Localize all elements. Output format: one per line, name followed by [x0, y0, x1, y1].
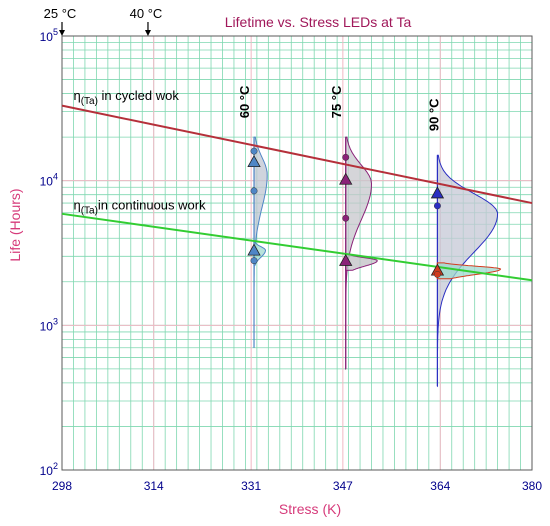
point-triangle: [430, 186, 445, 199]
series-label-sub: (Ta): [81, 96, 98, 107]
point-triangle: [339, 253, 353, 266]
series-label-eta: η: [73, 198, 80, 213]
series-label-eta: η: [73, 88, 80, 103]
y-tick-label: 104: [40, 172, 58, 189]
x-tick-label: 314: [144, 479, 164, 493]
chart-labels: Lifetime vs. Stress LEDs at Ta Stress (K…: [7, 6, 441, 517]
y-tick-mantissa: 10: [40, 30, 54, 44]
series-label: η(Ta)in continuous work: [73, 198, 206, 217]
top-marker-label: 40 °C: [130, 6, 163, 21]
point-circle: [250, 257, 258, 265]
data-points: [247, 147, 445, 278]
series-label-text: in continuous work: [98, 198, 206, 213]
point-circle: [250, 187, 258, 195]
y-tick-exponent: 5: [53, 27, 58, 37]
y-tick-label: 105: [40, 27, 58, 44]
point-triangle: [247, 154, 261, 168]
y-tick-exponent: 2: [53, 461, 58, 471]
y-tick-mantissa: 10: [40, 319, 54, 333]
point-circle: [342, 153, 350, 161]
point-circle: [250, 147, 258, 155]
x-tick-label: 364: [430, 479, 450, 493]
chart-title: Lifetime vs. Stress LEDs at Ta: [225, 14, 412, 30]
series-line: [61, 212, 533, 282]
temperature-label: 90 °C: [426, 98, 441, 131]
point-triangle: [339, 172, 353, 185]
y-tick-exponent: 3: [53, 316, 58, 326]
x-tick-label: 347: [333, 479, 353, 493]
series-line: [61, 104, 533, 205]
top-marker-arrow-head: [144, 30, 151, 36]
series-label-text: in cycled wok: [98, 88, 179, 103]
x-tick-label: 298: [52, 479, 72, 493]
temperature-label: 75 °C: [329, 85, 344, 118]
temperature-label: 60 °C: [237, 85, 252, 118]
point-circle: [342, 214, 350, 222]
top-marker-arrow-head: [59, 30, 65, 36]
distributions: [253, 136, 502, 388]
x-tick-label: 380: [522, 479, 542, 493]
point-circle: [433, 270, 441, 278]
y-tick-mantissa: 10: [40, 464, 54, 478]
point-circle: [433, 202, 441, 210]
x-axis-label: Stress (K): [279, 501, 341, 517]
plot-frame: [61, 35, 533, 471]
point-triangle: [247, 243, 261, 256]
series-label-sub: (Ta): [81, 206, 98, 217]
y-tick-label: 102: [40, 461, 58, 478]
y-tick-mantissa: 10: [40, 175, 54, 189]
distribution-shape: [345, 253, 378, 271]
series-label: η(Ta) in cycled wok: [73, 88, 179, 107]
y-tick-label: 103: [40, 316, 58, 333]
y-axis-label: Life (Hours): [7, 188, 23, 261]
grid: [61, 35, 533, 471]
x-tick-label: 331: [241, 479, 261, 493]
top-marker-label: 25 °C: [44, 6, 77, 21]
y-tick-exponent: 4: [53, 172, 58, 182]
distribution-shape: [345, 136, 373, 371]
